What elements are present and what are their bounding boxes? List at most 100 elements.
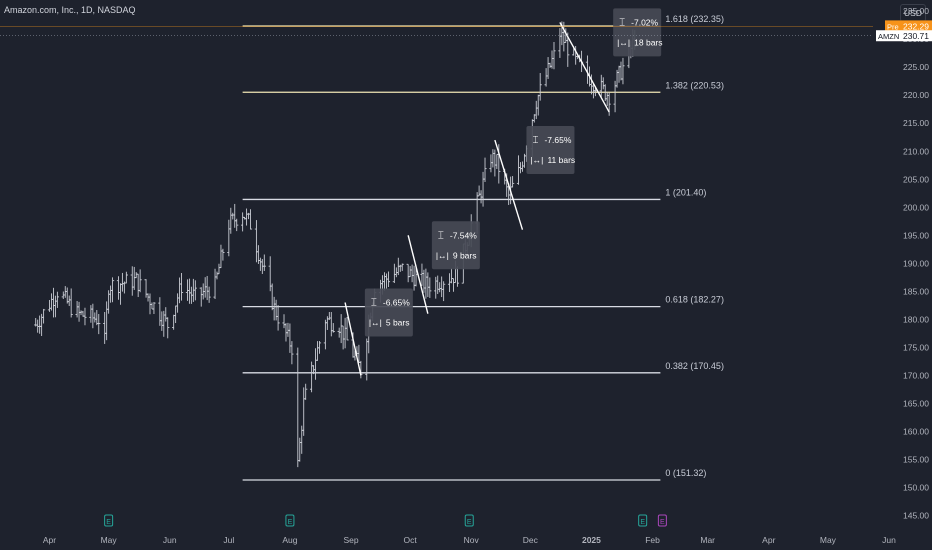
earnings-icon xyxy=(657,514,667,527)
y-tick-label: 160.00 xyxy=(903,426,929,436)
ohlc-bar xyxy=(124,271,128,284)
ohlc-bar xyxy=(438,282,442,293)
ohlc-bar xyxy=(205,275,209,301)
ohlc-bar xyxy=(520,161,525,172)
ohlc-bar xyxy=(248,209,253,230)
ohlc-bar xyxy=(341,325,345,350)
ohlc-bar xyxy=(67,295,71,306)
ohlc-bar xyxy=(95,310,99,326)
currency-button[interactable]: USD xyxy=(900,4,926,22)
ohlc-bar xyxy=(138,269,142,293)
ohlc-bar xyxy=(558,28,562,58)
pullback-line-2 xyxy=(407,235,429,314)
x-tick-label: Jun xyxy=(163,535,177,545)
measure-width-icon: |↔| xyxy=(617,37,630,47)
ohlc-bar xyxy=(118,283,123,305)
ohlc-bar xyxy=(455,266,460,287)
y-tick-label: 170.00 xyxy=(903,370,929,380)
ohlc-bar xyxy=(53,295,58,318)
ohlc-bar xyxy=(566,32,570,67)
ohlc-bar xyxy=(550,50,554,69)
earnings-icon-glyph: E xyxy=(660,519,665,526)
x-tick-label: Aug xyxy=(282,535,297,545)
y-tick-label: 190.00 xyxy=(903,258,929,268)
measure-width-icon: |↔| xyxy=(369,318,382,328)
ohlc-bar xyxy=(286,322,290,337)
ohlc-bar xyxy=(284,323,288,342)
ohlc-bar xyxy=(406,263,410,283)
pullback-line-4 xyxy=(559,22,610,113)
pullback-bars-2: 9 bars xyxy=(453,250,477,260)
ohlc-bar xyxy=(617,65,621,83)
ohlc-bar xyxy=(75,301,79,318)
ohlc-bar xyxy=(426,272,430,297)
last-price-bg xyxy=(901,30,932,42)
ohlc-bar xyxy=(304,383,308,400)
ohlc-bar xyxy=(177,277,182,304)
ohlc-bar xyxy=(203,277,207,298)
ohlc-bar xyxy=(235,218,239,232)
x-tick-label: Dec xyxy=(523,535,539,545)
fib-levels: 0 (151.32) 0.382 (170.45) 0.618 (182.27) 1 … xyxy=(242,14,724,481)
y-tick-label: 235.00 xyxy=(903,6,929,16)
x-tick-label: Apr xyxy=(762,535,775,545)
measure-box-2 xyxy=(431,221,480,270)
y-tick-label: 195.00 xyxy=(903,230,929,240)
pullback-bars-1: 5 bars xyxy=(386,318,410,328)
measure-height-icon: ⌶ xyxy=(619,17,625,28)
ohlc-bar xyxy=(516,155,521,185)
pullback-percent-1: -6.65% xyxy=(383,298,410,308)
measure-box-4 xyxy=(613,8,662,57)
ohlc-bar xyxy=(148,293,152,315)
ohlc-bar xyxy=(175,293,180,313)
earnings-icon xyxy=(104,514,114,527)
ohlc-bar xyxy=(199,287,203,307)
earnings-icon-glyph: E xyxy=(640,519,645,526)
ohlc-bar xyxy=(607,92,611,116)
measure-height-icon: ⌶ xyxy=(438,230,444,241)
ohlc-bar xyxy=(105,301,109,341)
ohlc-bar xyxy=(451,278,456,292)
ohlc-bar xyxy=(327,311,331,321)
ohlc-bar xyxy=(323,319,327,350)
ohlc-bar xyxy=(392,263,396,284)
ohlc-bar xyxy=(107,290,111,314)
ohlc-bar xyxy=(552,42,556,70)
ohlc-bar xyxy=(483,157,487,182)
ohlc-bar xyxy=(449,268,454,284)
chart-title: Amazon.com, Inc., 1D, NASDAQ xyxy=(4,5,136,15)
measure-width-icon: |↔| xyxy=(530,155,543,165)
ohlc-bar xyxy=(120,272,125,292)
ohlc-bar xyxy=(69,288,73,318)
pre-price: 232.29 xyxy=(903,21,929,31)
ohlc-bar xyxy=(244,208,249,226)
x-tick-label: Nov xyxy=(464,535,480,545)
ohlc-bar xyxy=(422,269,426,293)
ohlc-bar xyxy=(491,149,495,168)
pullback-bars-3: 11 bars xyxy=(547,155,575,165)
ohlc-bar xyxy=(276,305,280,331)
ohlc-bar xyxy=(193,280,197,301)
y-tick-label: 225.00 xyxy=(903,62,929,72)
ohlc-bar xyxy=(258,257,262,271)
ohlc-bar xyxy=(272,296,276,321)
ohlc-bar xyxy=(386,271,391,288)
ohlc-bar xyxy=(434,276,438,299)
ohlc-bar xyxy=(420,263,424,286)
ohlc-bar xyxy=(315,341,320,361)
x-tick-label: May xyxy=(101,535,118,545)
ohlc-bar xyxy=(339,314,343,344)
ohlc-bar xyxy=(160,311,164,331)
pullback-line-1 xyxy=(344,302,362,376)
ohlc-bar xyxy=(77,301,81,322)
ohlc-bar xyxy=(187,278,192,304)
y-tick-label: 200.00 xyxy=(903,202,929,212)
x-tick-label: Oct xyxy=(404,535,418,545)
price-axis: 145.00 150.00 155.00 160.00 165.00 170.00 175.… xyxy=(903,6,929,520)
ohlc-bar xyxy=(282,314,286,329)
ohlc-bar xyxy=(274,299,278,321)
ohlc-bar xyxy=(116,276,121,300)
x-tick-label: 2025 xyxy=(582,535,601,545)
y-tick-label: 210.00 xyxy=(903,146,929,156)
